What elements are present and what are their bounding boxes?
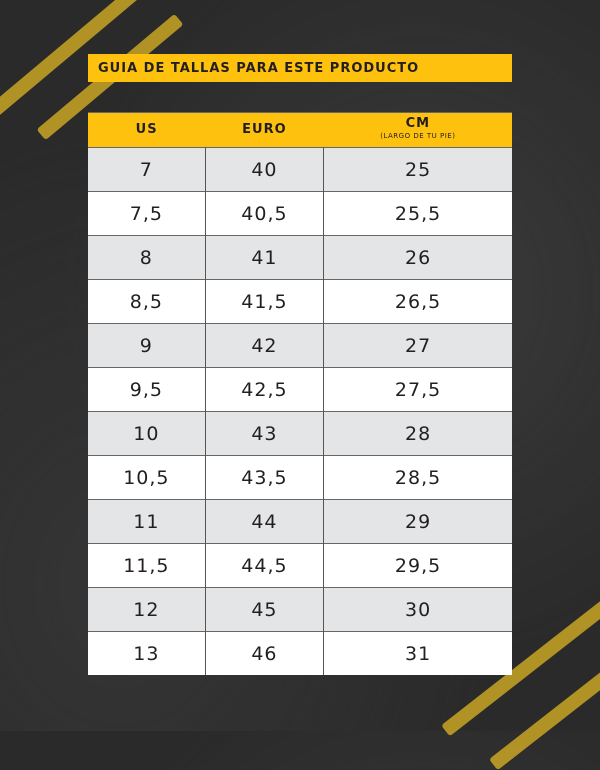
cell-us: 7,5 [88,191,206,236]
page-title: GUIA DE TALLAS PARA ESTE PRODUCTO [98,60,420,76]
cell-cm: 28 [323,411,512,456]
cell-cm: 29,5 [323,543,512,588]
cell-euro: 40 [204,147,324,192]
cell-euro: 43 [204,411,324,456]
cell-euro: 45 [204,587,324,632]
table-row: 11,5 44,5 29,5 [88,543,512,588]
cell-euro: 40,5 [204,191,324,236]
cell-us: 9,5 [88,367,206,412]
cell-euro: 44 [204,499,324,544]
cell-us: 9 [88,323,206,368]
cell-us: 13 [88,631,206,675]
table-row: 9 42 27 [88,323,512,368]
table-row: 11 44 29 [88,499,512,544]
header-cm: CM (LARGO DE TU PIE) [323,112,512,148]
table-row: 7 40 25 [88,147,512,192]
cell-cm: 25 [323,147,512,192]
cell-euro: 46 [204,631,324,675]
cell-us: 10 [88,411,206,456]
table-row: 10 43 28 [88,411,512,456]
header-us: US [88,112,206,148]
header-cm-note: (LARGO DE TU PIE) [380,132,456,140]
table-row: 10,5 43,5 28,5 [88,455,512,500]
table-header: US EURO CM (LARGO DE TU PIE) [88,112,512,148]
size-guide-title-bar: GUIA DE TALLAS PARA ESTE PRODUCTO [88,54,512,82]
cell-cm: 29 [323,499,512,544]
table-row: 8 41 26 [88,235,512,280]
header-cm-label: CM [405,116,431,131]
cell-cm: 28,5 [323,455,512,500]
cell-us: 8 [88,235,206,280]
table-row: 7,5 40,5 25,5 [88,191,512,236]
cell-us: 11 [88,499,206,544]
cell-cm: 26 [323,235,512,280]
table-row: 12 45 30 [88,587,512,632]
cell-us: 10,5 [88,455,206,500]
cell-cm: 27,5 [323,367,512,412]
cell-cm: 31 [323,631,512,675]
table-row: 9,5 42,5 27,5 [88,367,512,412]
cell-cm: 30 [323,587,512,632]
cell-euro: 42 [204,323,324,368]
size-table: US EURO CM (LARGO DE TU PIE) 7 40 25 7,5 40,5… [88,112,512,675]
header-euro: EURO [205,112,324,148]
cell-us: 7 [88,147,206,192]
cell-euro: 44,5 [204,543,324,588]
cell-us: 11,5 [88,543,206,588]
table-row: 13 46 31 [88,631,512,675]
cell-euro: 42,5 [204,367,324,412]
cell-euro: 43,5 [204,455,324,500]
cell-cm: 27 [323,323,512,368]
cell-euro: 41 [204,235,324,280]
table-row: 8,5 41,5 26,5 [88,279,512,324]
cell-euro: 41,5 [204,279,324,324]
cell-us: 12 [88,587,206,632]
cell-cm: 26,5 [323,279,512,324]
cell-cm: 25,5 [323,191,512,236]
cell-us: 8,5 [88,279,206,324]
